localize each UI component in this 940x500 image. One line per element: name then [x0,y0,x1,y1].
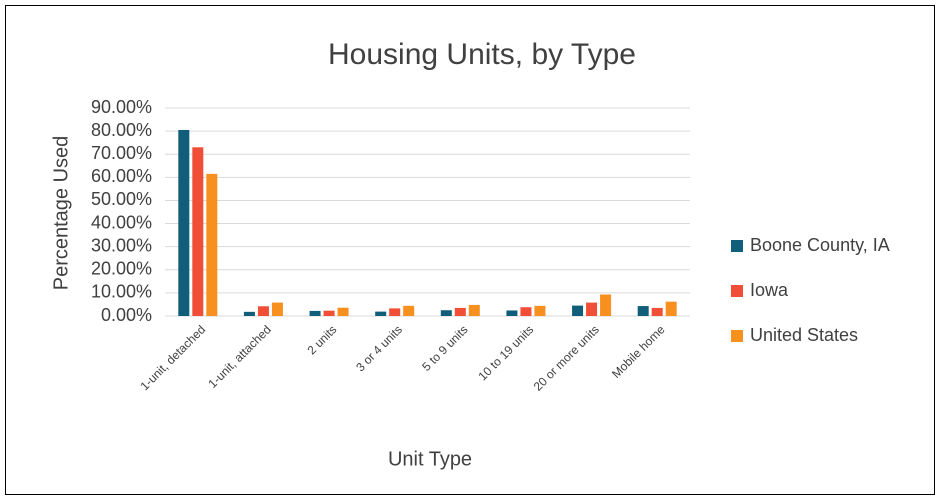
bar [572,305,584,316]
bar [534,305,546,316]
bar [206,173,218,316]
y-tick-label: 90.00% [91,97,152,117]
bar [178,129,190,316]
chart-title: Housing Units, by Type [328,38,636,71]
bar [600,294,612,316]
bar [243,311,255,316]
bar [637,306,649,316]
y-tick-label: 70.00% [91,143,152,163]
y-tick-label: 80.00% [91,120,152,140]
bar [586,302,598,316]
legend-label: Boone County, IA [750,235,890,255]
x-axis-title: Unit Type [388,448,472,470]
bar [665,301,677,316]
bar [323,310,335,316]
bar [454,307,466,316]
bar [520,307,532,316]
bar [375,311,387,316]
legend-swatch [731,285,743,297]
legend-swatch [731,330,743,342]
bar [192,147,204,316]
bar [389,308,401,316]
y-tick-label: 30.00% [91,235,152,255]
bar [651,307,663,316]
bar [257,306,269,316]
bar [468,304,480,316]
bar [440,310,452,316]
chart-border [5,5,935,495]
legend-swatch [731,240,743,252]
y-tick-label: 40.00% [91,212,152,232]
bar [506,310,518,316]
bar [337,307,349,316]
bar [271,302,283,316]
y-tick-label: 60.00% [91,166,152,186]
legend-label: Iowa [750,280,789,300]
legend-label: United States [750,325,858,345]
y-tick-label: 50.00% [91,189,152,209]
y-tick-label: 20.00% [91,259,152,279]
y-tick-label: 10.00% [91,282,152,302]
bar [403,305,415,316]
y-axis-title: Percentage Used [50,136,72,291]
y-tick-label: 0.00% [101,305,152,325]
bar [309,310,321,316]
